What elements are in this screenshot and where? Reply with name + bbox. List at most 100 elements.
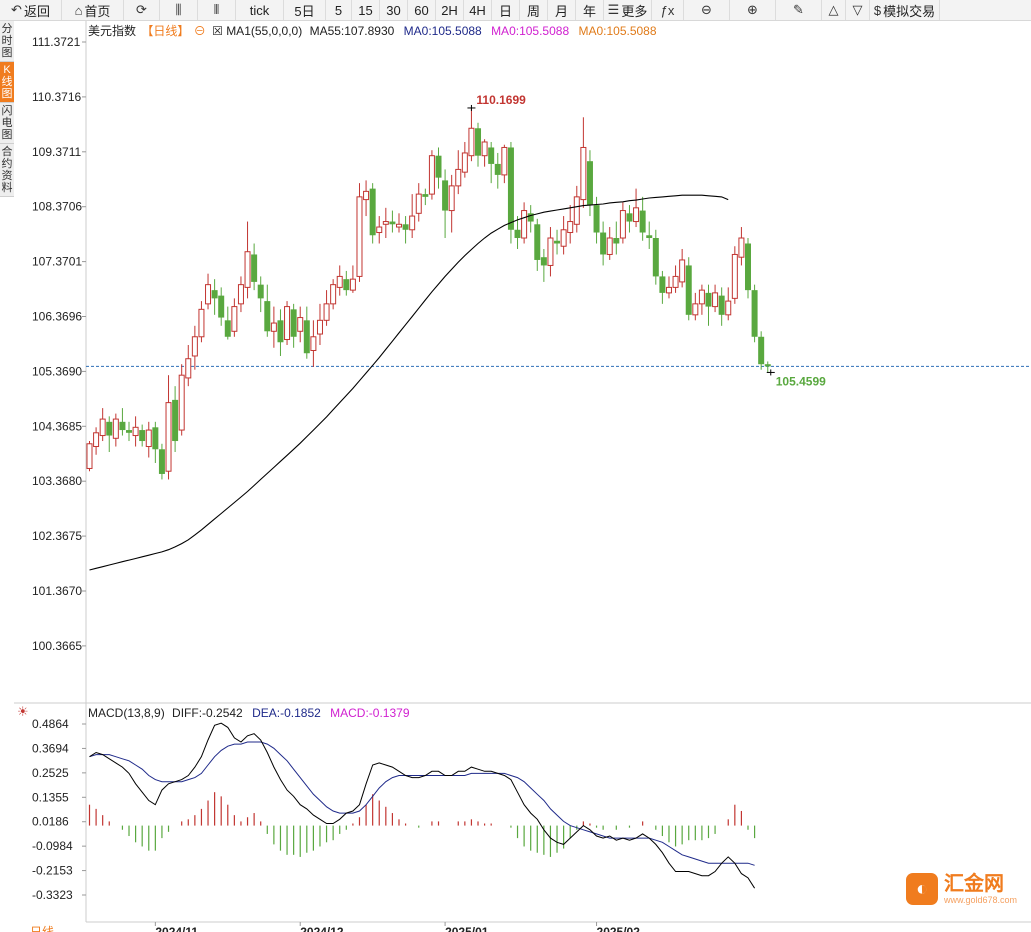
toolbar-5d-label: 5日 [294, 3, 315, 19]
candle-body [224, 320, 231, 337]
macd-settings-icon[interactable]: ☀ [17, 704, 29, 719]
candle-body [573, 196, 580, 225]
price-tick-label: 104.3685 [32, 419, 82, 433]
candle-body [646, 235, 653, 239]
toolbar-2h-button[interactable]: 2H [436, 0, 464, 20]
high-annotation: 110.1699 [467, 93, 526, 111]
candle-body [395, 223, 402, 228]
bottom-period-tab[interactable]: 日线 [30, 925, 54, 932]
toolbar-zoomin-button[interactable]: ⊕ [730, 0, 776, 20]
legend-settings-icon[interactable]: ⊖ [194, 24, 206, 38]
candle-body [435, 155, 442, 178]
price-axis-ticks: 111.3721 110.3716 109.3711 108.3706 107.3701… [32, 35, 86, 653]
toolbar-30-label: 30 [386, 2, 401, 18]
macd-histogram [88, 792, 756, 857]
candle-body [554, 240, 561, 244]
candle-body [461, 152, 468, 173]
toolbar-week-label: 周 [526, 3, 540, 19]
macd-tick-label: 0.1355 [32, 790, 69, 804]
time-tick-label: 2024/12 [300, 925, 344, 932]
candle-body [521, 210, 528, 239]
logo-brand: 汇金网 [944, 873, 1004, 895]
candle-body [191, 336, 198, 357]
toolbar-home-button[interactable]: ⌂ 首页 [62, 0, 124, 20]
sidebar-tab-3[interactable]: 合约资料 [0, 144, 14, 197]
toolbar-refresh-button[interactable]: ⟳ [124, 0, 160, 20]
toolbar-up-button[interactable]: △ [822, 0, 846, 20]
last-annotation: 105.4599 [766, 369, 826, 388]
sidebar-tab-1[interactable]: K线图 [0, 62, 14, 103]
candle-body [178, 374, 185, 431]
candle-body [422, 194, 429, 197]
price-tick-label: 101.3670 [32, 584, 82, 598]
high-label: 110.1699 [476, 93, 526, 107]
sim-icon: $ [873, 2, 882, 18]
ma55-line [89, 194, 729, 571]
candle-body [270, 322, 277, 332]
toolbar-day-button[interactable]: 日 [492, 0, 520, 20]
price-tick-label: 100.3665 [32, 639, 82, 653]
candle-body [560, 229, 567, 247]
candle-body [580, 146, 587, 201]
candle-body [639, 210, 646, 233]
macd-legend-diff: DIFF:-0.2542 [172, 706, 243, 720]
legend-name: 美元指数 [88, 23, 136, 38]
candle-body [323, 303, 330, 321]
legend-checkbox-icon[interactable]: ☒ [212, 24, 223, 38]
toolbar-zoomout-button[interactable]: ⊖ [684, 0, 730, 20]
candle-body [626, 213, 633, 222]
toolbar-back-button[interactable]: ↶ 返回 [0, 0, 62, 20]
toolbar-bars-button[interactable]: ⦀ [198, 0, 236, 20]
candle-body [185, 358, 192, 379]
toolbar-5-label: 5 [334, 2, 343, 18]
candle-body [290, 309, 297, 337]
toolbar-sim-button[interactable]: $ 模拟交易 [870, 0, 940, 20]
toolbar-down-button[interactable]: ▽ [846, 0, 870, 20]
macd-legend-macd: MACD:-0.1379 [330, 706, 410, 720]
candle-body [139, 430, 146, 442]
price-tick-label: 105.3690 [32, 364, 82, 378]
candle-body [297, 317, 304, 332]
candle-body [475, 128, 482, 156]
macd-legend-name: MACD(13,8,9) [88, 706, 165, 720]
candle-body [665, 286, 672, 294]
toolbar-year-button[interactable]: 年 [576, 0, 604, 20]
toolbar-4h-label: 4H [469, 2, 486, 18]
candle-body [99, 418, 106, 437]
toolbar-5-button[interactable]: 5 [326, 0, 352, 20]
candle-body [112, 418, 119, 439]
candle-body [218, 295, 225, 318]
toolbar-draw-button[interactable]: ✎ [776, 0, 822, 20]
toolbar-5d-button[interactable]: 5日 [284, 0, 326, 20]
candle-body [567, 221, 574, 234]
toolbar-candle-button[interactable]: ⫼ [160, 0, 198, 20]
candle-body [428, 155, 435, 195]
candle-body [527, 213, 534, 222]
sidebar-tab-0[interactable]: 分时图 [0, 21, 14, 62]
toolbar-15-button[interactable]: 15 [352, 0, 380, 20]
toolbar-tick-label: tick [249, 2, 270, 18]
candle-body [119, 421, 126, 431]
toolbar-4h-button[interactable]: 4H [464, 0, 492, 20]
toolbar-month-button[interactable]: 月 [548, 0, 576, 20]
candle-body [725, 300, 732, 316]
candle-body [501, 146, 508, 176]
candle-body [316, 319, 323, 335]
toolbar-tick-button[interactable]: tick [236, 0, 284, 20]
home-icon: ⌂ [74, 2, 83, 18]
toolbar-fx-button[interactable]: ƒx [652, 0, 684, 20]
toolbar-day-label: 日 [498, 3, 512, 19]
candle-body [145, 429, 152, 448]
toolbar-30-button[interactable]: 30 [380, 0, 408, 20]
candle-body [284, 306, 291, 341]
candle-body [679, 259, 686, 283]
toolbar-60-button[interactable]: 60 [408, 0, 436, 20]
toolbar-more-button[interactable]: ☰ 更多 [604, 0, 652, 20]
candle-body [237, 284, 244, 305]
candle-body [672, 275, 679, 288]
refresh-icon: ⟳ [136, 2, 147, 17]
time-tick-label: 2024/11 [155, 925, 198, 932]
toolbar-week-button[interactable]: 周 [520, 0, 548, 20]
sidebar-tab-2[interactable]: 闪电图 [0, 103, 14, 144]
